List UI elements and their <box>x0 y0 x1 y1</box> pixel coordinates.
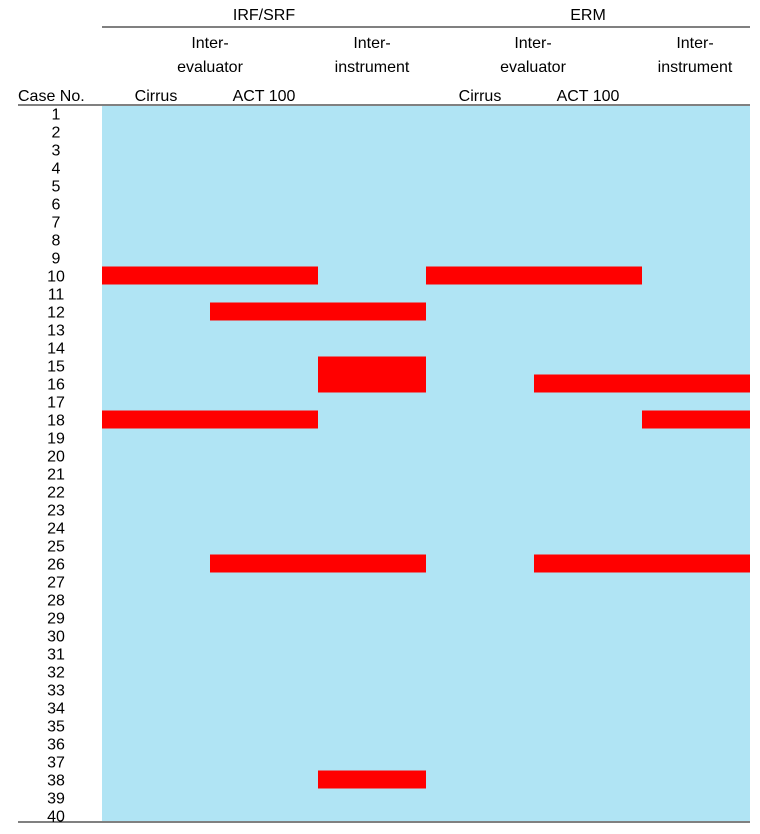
row-label-14: 14 <box>47 341 65 358</box>
row-label-10: 10 <box>47 269 65 286</box>
row-label-19: 19 <box>47 431 65 448</box>
row-label-26: 26 <box>47 557 65 574</box>
highlight-bar-case-38 <box>318 770 426 789</box>
highlight-bar-case-18 <box>642 410 750 429</box>
column-header-act100: ACT 100 <box>557 88 620 105</box>
row-label-2: 2 <box>52 125 61 142</box>
row-label-36: 36 <box>47 737 65 754</box>
row-label-8: 8 <box>52 233 61 250</box>
row-label-40: 40 <box>47 809 65 826</box>
row-label-11: 11 <box>48 287 65 304</box>
row-label-5: 5 <box>52 179 61 196</box>
row-label-3: 3 <box>52 143 61 160</box>
group-header-erm: ERM <box>570 7 606 24</box>
row-label-38: 38 <box>47 773 65 790</box>
row-label-29: 29 <box>47 611 65 628</box>
highlight-bar-case-26 <box>210 554 426 573</box>
row-label-31: 31 <box>47 647 65 664</box>
row-label-9: 9 <box>52 251 61 268</box>
column-header-cirrus: Cirrus <box>135 88 178 105</box>
row-label-4: 4 <box>52 161 61 178</box>
subgroup-header-line1: Inter- <box>353 35 390 52</box>
plot-background <box>102 106 750 821</box>
group-header-irf-srf: IRF/SRF <box>233 7 295 24</box>
row-label-39: 39 <box>47 791 65 808</box>
row-label-7: 7 <box>52 215 61 232</box>
subgroup-header-line2: instrument <box>335 59 410 76</box>
subgroup-header-line2: evaluator <box>500 59 566 76</box>
row-label-22: 22 <box>47 485 65 502</box>
row-label-28: 28 <box>47 593 65 610</box>
row-label-1: 1 <box>52 107 61 124</box>
row-label-6: 6 <box>52 197 61 214</box>
row-label-33: 33 <box>47 683 65 700</box>
row-label-35: 35 <box>47 719 65 736</box>
subgroup-header-line1: Inter- <box>191 35 228 52</box>
highlight-bar-case-16 <box>534 374 750 393</box>
row-label-27: 27 <box>47 575 65 592</box>
row-label-37: 37 <box>47 755 65 772</box>
row-label-20: 20 <box>47 449 65 466</box>
highlight-bar-case-16 <box>318 374 426 393</box>
row-label-15: 15 <box>47 359 65 376</box>
row-label-18: 18 <box>47 413 65 430</box>
highlight-layer <box>102 266 750 789</box>
subgroup-header-line1: Inter- <box>676 35 713 52</box>
highlight-bar-case-26 <box>534 554 750 573</box>
column-header-act100: ACT 100 <box>233 88 296 105</box>
subgroup-header-line2: evaluator <box>177 59 243 76</box>
highlight-bar-case-15 <box>318 356 426 375</box>
row-label-25: 25 <box>47 539 65 556</box>
row-label-12: 12 <box>47 305 65 322</box>
row-label-32: 32 <box>47 665 65 682</box>
subgroup-header-line1: Inter- <box>514 35 551 52</box>
highlight-bar-case-10 <box>426 266 642 285</box>
row-label-layer: 1234567891011121314151617181920212223242… <box>47 107 65 826</box>
row-label-16: 16 <box>47 377 65 394</box>
column-header-cirrus: Cirrus <box>459 88 502 105</box>
row-header-case-no: Case No. <box>18 88 85 105</box>
highlight-bar-case-18 <box>102 410 318 429</box>
highlight-bar-case-12 <box>210 302 426 321</box>
row-label-23: 23 <box>47 503 65 520</box>
row-label-17: 17 <box>47 395 65 412</box>
row-label-34: 34 <box>47 701 65 718</box>
row-label-21: 21 <box>47 467 65 484</box>
highlight-bar-case-10 <box>102 266 318 285</box>
subgroup-header-line2: instrument <box>658 59 733 76</box>
row-label-13: 13 <box>47 323 65 340</box>
row-label-30: 30 <box>47 629 65 646</box>
row-label-24: 24 <box>47 521 65 538</box>
